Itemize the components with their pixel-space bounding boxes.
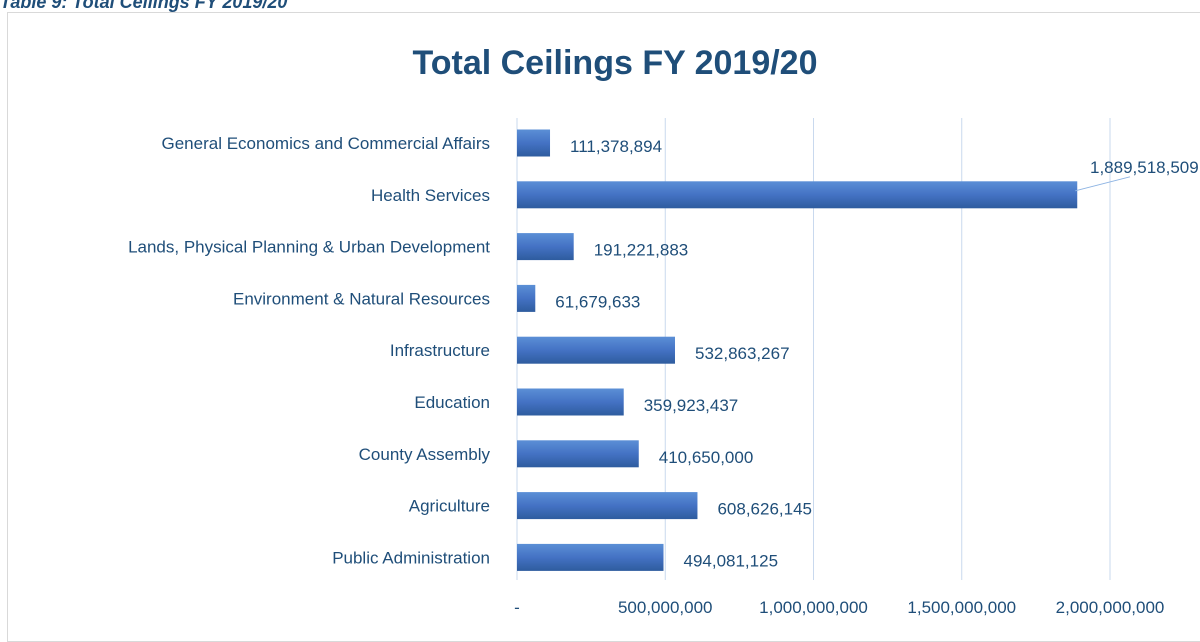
- category-label: Environment & Natural Resources: [233, 289, 490, 308]
- category-label: Education: [414, 393, 490, 412]
- bar: [517, 440, 639, 468]
- value-label: 191,221,883: [594, 241, 689, 260]
- bar: [517, 233, 574, 261]
- labels: - 500,000,000 1,000,000,000 1,500,000,000 2,…: [128, 134, 1199, 617]
- category-label: Infrastructure: [390, 341, 490, 360]
- bar: [517, 129, 551, 157]
- bar: [517, 492, 698, 520]
- category-label: General Economics and Commercial Affairs: [162, 134, 491, 153]
- value-label: 111,378,894: [570, 137, 662, 156]
- chart-title: Total Ceilings FY 2019/20: [412, 44, 817, 82]
- value-label: 410,650,000: [659, 448, 754, 467]
- x-tick-label: 500,000,000: [618, 598, 713, 617]
- bars: [517, 129, 1078, 571]
- value-label: 1,889,518,509: [1090, 158, 1199, 177]
- category-label: Public Administration: [332, 548, 490, 567]
- value-label: 359,923,437: [644, 396, 739, 415]
- category-label: Lands, Physical Planning & Urban Develop…: [128, 238, 490, 257]
- bar: [517, 388, 624, 416]
- bar: [517, 284, 536, 312]
- x-tick-label: 1,500,000,000: [907, 598, 1016, 617]
- value-label: 532,863,267: [695, 344, 790, 363]
- category-label: Agriculture: [409, 497, 490, 516]
- value-label: 61,679,633: [555, 292, 640, 311]
- leader-line: [1075, 176, 1131, 192]
- category-label: Health Services: [371, 186, 490, 205]
- bar: [517, 543, 664, 571]
- value-label: 608,626,145: [717, 500, 812, 519]
- category-label: County Assembly: [359, 445, 491, 464]
- bar: [517, 181, 1078, 209]
- x-tick-label: 2,000,000,000: [1056, 598, 1165, 617]
- x-tick-label: 1,000,000,000: [759, 598, 868, 617]
- x-tick-label: -: [514, 598, 520, 617]
- table-caption: Table 9: Total Ceilings FY 2019/20: [0, 0, 288, 12]
- value-label: 494,081,125: [683, 551, 778, 570]
- bar: [517, 336, 675, 364]
